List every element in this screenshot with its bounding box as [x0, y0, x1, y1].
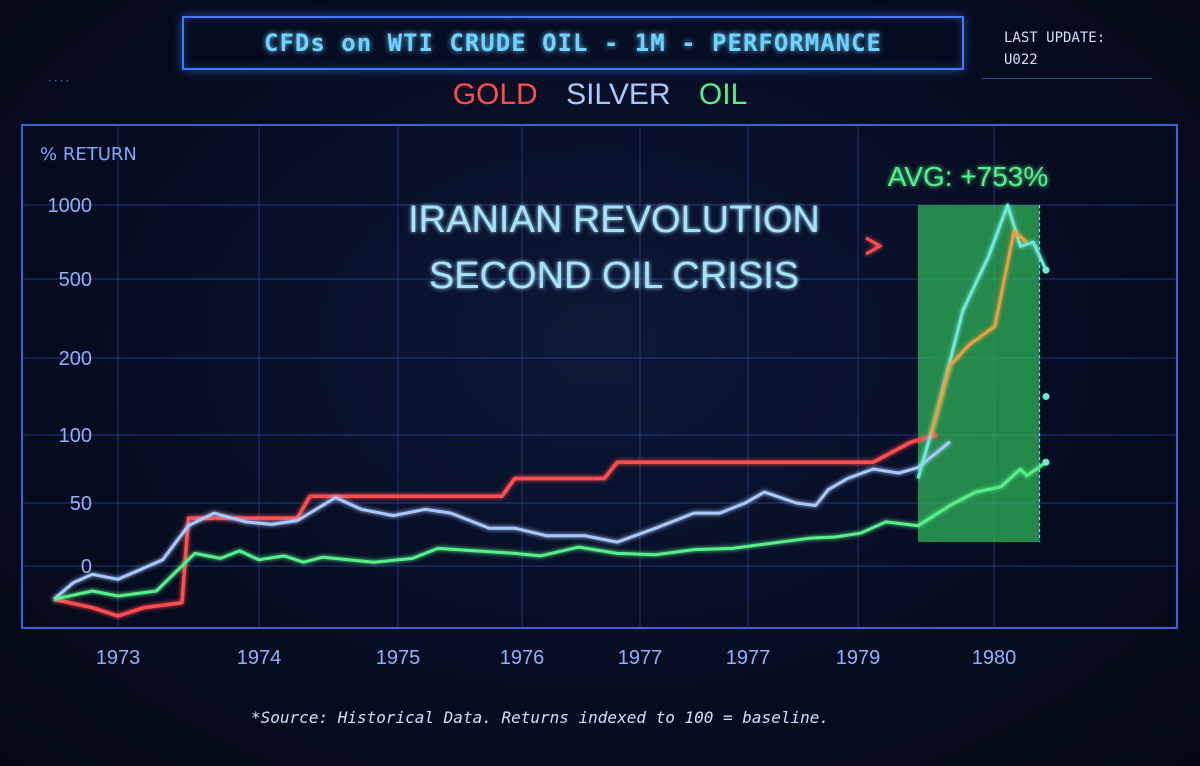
y-tick-label: 0 — [81, 556, 92, 578]
highlight-band — [918, 205, 1040, 542]
x-tick-label: 1973 — [96, 647, 141, 669]
legend-gold: GOLD — [452, 78, 538, 111]
chart-title: CFDs on WTI CRUDE OIL - 1M - PERFORMANCE — [182, 16, 964, 70]
series-line-extra-4 — [929, 230, 1028, 436]
x-tick-label: 1976 — [500, 647, 545, 669]
decorative-dots: ···· — [48, 74, 72, 88]
series-line-gold — [53, 433, 938, 618]
y-tick-label: 1000 — [48, 195, 93, 217]
annotation-line-1: IRANIAN REVOLUTION — [408, 199, 820, 241]
series-end-dot — [1042, 458, 1050, 466]
x-tick-label: 1974 — [237, 647, 282, 669]
x-tick-label: 1979 — [836, 647, 881, 669]
arrow-head — [865, 236, 884, 256]
y-tick-label: 100 — [59, 425, 92, 447]
last-update-label: LAST UPDATE: — [1004, 30, 1106, 46]
series-end-dot — [1042, 266, 1050, 274]
legend: GOLD SILVER OIL — [0, 78, 1200, 112]
y-tick-label: 50 — [70, 493, 92, 515]
legend-silver: SILVER — [566, 78, 671, 111]
source-note: *Source: Historical Data. Returns indexe… — [251, 708, 829, 727]
y-tick-label: 200 — [59, 348, 92, 370]
series-line-oil — [53, 460, 1047, 601]
highlight-label: AVG: +753% — [888, 161, 1049, 192]
x-tick-label: 1977 — [726, 647, 771, 669]
series-end-dot — [1042, 393, 1050, 400]
annotation-line-2: SECOND OIL CRISIS — [429, 255, 799, 297]
x-tick-label: 1975 — [376, 647, 421, 669]
last-update-panel: LAST UPDATE: U022 — [982, 20, 1152, 79]
x-tick-label: 1977 — [618, 647, 663, 669]
x-tick-label: 1980 — [972, 647, 1017, 669]
legend-oil: OIL — [698, 78, 748, 111]
last-update-value: U022 — [1004, 52, 1038, 68]
plot-frame — [21, 124, 1178, 629]
series-line-silver — [53, 440, 951, 601]
y-axis-label: % RETURN — [40, 144, 137, 165]
y-tick-label: 500 — [59, 269, 92, 291]
